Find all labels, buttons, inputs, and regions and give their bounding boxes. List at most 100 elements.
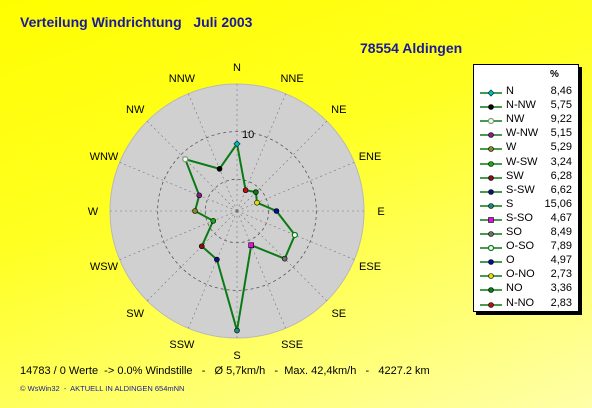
legend-label: NW: [506, 113, 525, 126]
direction-label-s: S: [233, 350, 240, 362]
legend-value: 5,15: [550, 127, 572, 140]
marker-o: [273, 208, 280, 214]
direction-label-wnw: WNW: [90, 151, 119, 163]
legend-label: S-SO: [506, 211, 533, 224]
legend-value: 15,06: [544, 197, 572, 210]
marker-no: [253, 189, 259, 195]
legend-label: W: [506, 141, 517, 154]
legend-swatch: [480, 174, 502, 181]
legend-label: NO: [506, 282, 523, 295]
legend-label: O-SO: [506, 240, 535, 253]
direction-label-e: E: [377, 206, 384, 218]
marker-n: [233, 140, 241, 148]
legend-row-n-nw: N-NW 5,75: [474, 99, 578, 114]
legend-value: 6,28: [550, 169, 572, 182]
direction-label-ne: NE: [331, 104, 346, 116]
legend-label: N-NO: [506, 296, 535, 309]
direction-label-nnw: NNW: [169, 73, 196, 85]
legend-label: N-NW: [506, 99, 536, 112]
marker-n-nw: [216, 166, 223, 172]
legend-swatch: [480, 118, 502, 125]
legend-swatch: [480, 132, 502, 139]
direction-label-ssw: SSW: [169, 339, 195, 351]
legend-swatch: [480, 104, 502, 110]
legend-value: 5,29: [550, 141, 572, 154]
legend-row-w-nw: W-NW 5,15: [474, 127, 578, 142]
marker-s-sw: [214, 256, 220, 263]
legend-value: 4,97: [550, 254, 572, 267]
legend-row-w-sw: W-SW 3,24: [474, 156, 578, 171]
legend-row-s-sw: S-SW 6,62: [474, 184, 578, 199]
legend-swatch: [480, 301, 502, 308]
marker-sw: [198, 243, 205, 250]
marker-w-sw: [210, 218, 217, 224]
legend-label: SO: [506, 226, 522, 238]
direction-label-nw: NW: [126, 104, 145, 116]
marker-o-no: [254, 199, 260, 206]
grid-spoke: [119, 162, 238, 212]
direction-label-sw: SW: [126, 308, 144, 320]
legend-row-so: SO 8,49: [474, 226, 578, 241]
legend-value: 5,75: [550, 99, 572, 112]
legend-row-o: O 4,97: [474, 254, 578, 269]
legend-row-o-no: O-NO 2,73: [474, 268, 578, 283]
legend-label: N: [506, 85, 514, 97]
direction-label-se: SE: [331, 308, 346, 320]
legend-label: SW: [506, 169, 524, 182]
grid-spoke: [146, 120, 238, 212]
legend-swatch: [480, 244, 502, 252]
grid-spoke: [188, 93, 238, 212]
legend-swatch: [480, 217, 502, 223]
legend-swatch: [480, 188, 502, 195]
legend-unit: %: [550, 69, 559, 80]
legend-value: 2,73: [550, 268, 572, 281]
legend-row-w: W 5,29: [474, 141, 578, 156]
legend-value: 2,83: [550, 296, 572, 309]
direction-label-ese: ESE: [359, 261, 381, 273]
legend-label: W-SW: [506, 155, 538, 168]
legend: % N 8,46 N-NW 5,75 NW 9,22 W-NW 5,15 W 5,29 W-SW 3,…: [473, 64, 579, 312]
legend-row-sw: SW 6,28: [474, 170, 578, 185]
legend-swatch: [480, 287, 502, 294]
chart-title: Verteilung Windrichtung Juli 2003: [20, 14, 253, 30]
grid-spoke: [236, 120, 328, 212]
legend-value: 3,24: [550, 155, 572, 168]
grid-spoke: [236, 210, 355, 260]
marker-s: [234, 327, 240, 334]
legend-swatch: [480, 202, 502, 209]
direction-label-ene: ENE: [359, 151, 382, 163]
legend-row-s-so: S-SO 4,67: [474, 212, 578, 227]
legend-label: O: [506, 254, 515, 267]
grid-spoke: [146, 210, 238, 302]
legend-swatch: [480, 89, 502, 97]
direction-markers: [182, 140, 298, 334]
ring-label: 10: [242, 129, 254, 141]
grid-spoke: [188, 210, 238, 329]
legend-label: S-SW: [506, 183, 535, 196]
legend-value: 9,22: [550, 113, 572, 126]
legend-swatch: [480, 146, 502, 153]
legend-value: 7,89: [550, 240, 572, 253]
legend-swatch: [480, 160, 502, 167]
grid-spoke: [236, 210, 286, 329]
marker-s-so: [248, 242, 254, 249]
legend-row-nw: NW 9,22: [474, 113, 578, 128]
legend-swatch: [480, 259, 502, 265]
legend-swatch: [480, 273, 502, 280]
marker-so: [281, 255, 288, 262]
station-label: 78554 Aldingen: [360, 40, 463, 56]
legend-value: 8,46: [550, 85, 572, 97]
marker-n-no: [242, 187, 249, 194]
summary-footer: 14783 / 0 Werte -> 0.0% Windstille - Ø 5…: [20, 365, 430, 377]
legend-label: S: [506, 197, 514, 210]
legend-value: 3,36: [550, 282, 572, 295]
grid-spoke: [119, 210, 238, 260]
legend-label: W-NW: [506, 127, 539, 140]
marker-nw: [182, 156, 189, 163]
legend-swatch: [480, 231, 502, 237]
direction-labels: N NNE NE ENE E ESE SE SSE S SSW SW WSW W WNW NW NNW: [88, 62, 385, 362]
grid-spoke: [236, 210, 328, 302]
credit-line: © WsWin32 - AKTUELL IN ALDINGEN 654mNN: [20, 384, 185, 393]
